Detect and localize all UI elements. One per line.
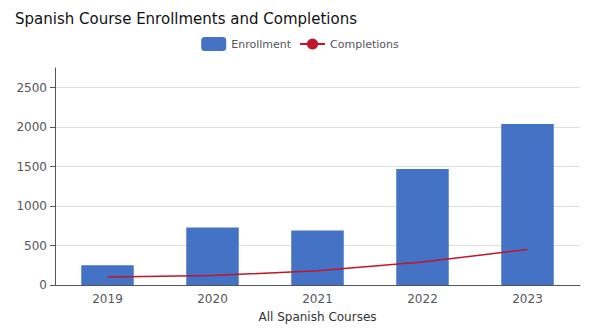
svg-text:2022: 2022 (407, 292, 438, 306)
svg-text:500: 500 (24, 239, 47, 253)
svg-text:2000: 2000 (16, 120, 47, 134)
svg-text:All Spanish Courses: All Spanish Courses (258, 310, 376, 324)
svg-text:2021: 2021 (302, 292, 333, 306)
svg-text:1000: 1000 (16, 199, 47, 213)
svg-text:Enrollment: Enrollment (231, 38, 291, 51)
svg-text:2019: 2019 (92, 292, 123, 306)
svg-text:2020: 2020 (197, 292, 228, 306)
svg-text:2500: 2500 (16, 81, 47, 95)
svg-text:0: 0 (39, 278, 47, 292)
svg-text:1500: 1500 (16, 160, 47, 174)
svg-text:Completions: Completions (330, 38, 399, 51)
svg-text:Spanish Course Enrollments and: Spanish Course Enrollments and Completio… (15, 10, 357, 28)
svg-text:2023: 2023 (512, 292, 543, 306)
